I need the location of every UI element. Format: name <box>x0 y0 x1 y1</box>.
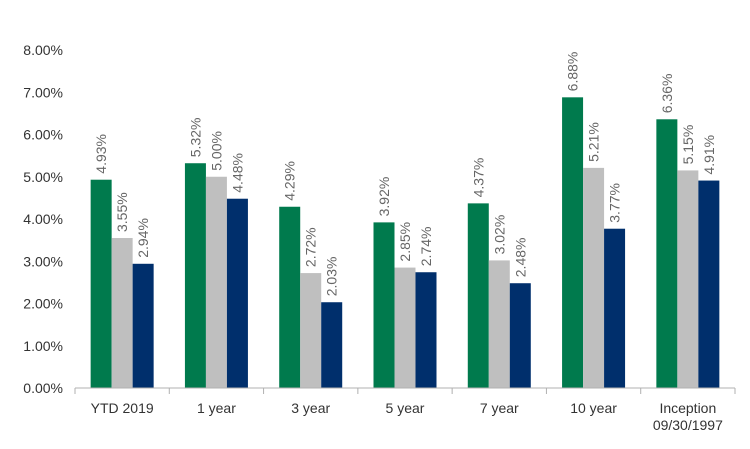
bar <box>415 272 437 388</box>
bar <box>509 283 531 388</box>
x-tick-label: 7 year <box>480 400 519 416</box>
y-tick-label: 2.00% <box>23 296 63 312</box>
x-tick-label: YTD 2019 <box>91 400 154 416</box>
bar <box>279 206 301 388</box>
y-tick-label: 4.00% <box>23 211 63 227</box>
data-label: 4.93% <box>93 134 109 174</box>
bar <box>111 238 133 388</box>
y-axis: 0.00% 1.00% 2.00% 3.00% 4.00% 5.00% 6.00% 7.00%… <box>23 42 63 396</box>
data-labels: 4.93% 3.55% 2.94% 5.32% 5.00% 4.48% 4.29% 2.72%… <box>93 52 717 297</box>
bar <box>583 167 605 388</box>
data-label: 4.37% <box>470 158 486 198</box>
bar <box>205 176 227 388</box>
data-label: 4.29% <box>282 161 298 201</box>
bar <box>184 163 206 388</box>
x-tick-label: 10 year <box>570 400 617 416</box>
data-label: 3.02% <box>491 215 507 255</box>
bar-group <box>90 97 720 388</box>
x-axis: YTD 2019 1 year 3 year 5 year 7 year 10 year I… <box>74 387 736 433</box>
bar <box>656 119 678 388</box>
x-tick-label: Inception 09/30/1997 <box>653 400 723 433</box>
data-label: 5.00% <box>208 131 224 171</box>
data-label: 6.88% <box>565 52 581 92</box>
data-label: 3.92% <box>376 177 392 217</box>
data-label: 2.74% <box>418 227 434 267</box>
data-label: 3.77% <box>607 183 623 223</box>
y-tick-label: 8.00% <box>23 42 63 58</box>
y-tick-label: 1.00% <box>23 338 63 354</box>
bar <box>677 170 699 388</box>
data-label: 2.85% <box>397 222 413 262</box>
data-label: 3.55% <box>114 192 130 232</box>
data-label: 4.48% <box>229 153 245 193</box>
x-tick-label: 1 year <box>197 400 236 416</box>
bar <box>132 263 154 388</box>
bar <box>698 180 720 388</box>
data-label: 2.03% <box>324 257 340 297</box>
data-label: 2.94% <box>135 218 151 258</box>
bar <box>90 179 112 388</box>
bar <box>562 97 584 388</box>
data-label: 5.32% <box>187 118 203 158</box>
bar <box>604 228 626 388</box>
bar <box>394 267 416 388</box>
y-tick-label: 5.00% <box>23 169 63 185</box>
data-label: 4.91% <box>701 135 717 175</box>
x-tick-label: 5 year <box>386 400 425 416</box>
bar <box>321 302 343 388</box>
data-label: 5.21% <box>586 122 602 162</box>
y-tick-label: 3.00% <box>23 253 63 269</box>
x-tick-label: 3 year <box>291 400 330 416</box>
bar <box>488 260 510 388</box>
y-tick-label: 7.00% <box>23 84 63 100</box>
bar <box>467 203 489 388</box>
data-label: 5.15% <box>680 125 696 165</box>
y-tick-label: 0.00% <box>23 380 63 396</box>
data-label: 2.72% <box>303 227 319 267</box>
bar <box>373 222 395 388</box>
y-tick-label: 6.00% <box>23 127 63 143</box>
bar <box>300 273 322 388</box>
data-label: 2.48% <box>512 238 528 278</box>
data-label: 6.36% <box>659 74 675 114</box>
bar <box>226 198 248 388</box>
